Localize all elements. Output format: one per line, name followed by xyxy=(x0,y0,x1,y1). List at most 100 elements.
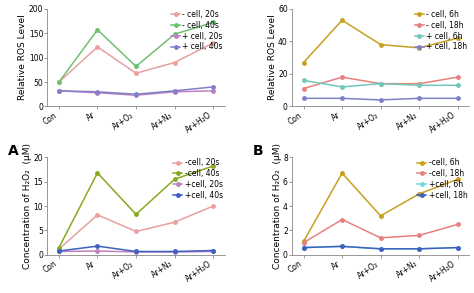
+cell, 18h xyxy=(378,247,383,251)
+ cell, 18h xyxy=(339,97,345,100)
Line: - cell, 40s: - cell, 40s xyxy=(57,21,215,84)
+ cell, 6h xyxy=(301,79,306,82)
-cell, 40s xyxy=(210,164,216,168)
- cell, 40s xyxy=(133,65,139,68)
Legend: -cell, 6h, -cell, 18h, +cell, 6h, +cell, 18h: -cell, 6h, -cell, 18h, +cell, 6h, +cell,… xyxy=(417,158,467,200)
-cell, 40s xyxy=(172,178,177,181)
Y-axis label: Relative ROS Level: Relative ROS Level xyxy=(268,15,277,100)
- cell, 20s xyxy=(133,71,139,75)
+ cell, 6h xyxy=(416,84,422,87)
+cell, 40s xyxy=(172,250,177,253)
Line: -cell, 40s: -cell, 40s xyxy=(57,164,215,249)
+ cell, 6h xyxy=(455,84,461,87)
-cell, 40s xyxy=(56,246,62,249)
-cell, 18h xyxy=(416,234,422,237)
-cell, 40s xyxy=(133,213,139,216)
- cell, 18h xyxy=(378,82,383,86)
Line: +cell, 20s: +cell, 20s xyxy=(57,249,215,254)
Text: C: C xyxy=(9,292,18,293)
+cell, 18h xyxy=(416,247,422,251)
- cell, 20s xyxy=(56,80,62,84)
-cell, 20s xyxy=(95,213,100,217)
- cell, 6h xyxy=(301,61,306,64)
+ cell, 18h xyxy=(301,97,306,100)
-cell, 20s xyxy=(133,230,139,233)
-cell, 6h xyxy=(301,240,306,243)
+cell, 6h xyxy=(301,246,306,249)
+ cell, 20s xyxy=(133,93,139,97)
+ cell, 40s xyxy=(210,85,216,89)
- cell, 18h xyxy=(301,87,306,90)
+cell, 6h xyxy=(416,247,422,251)
Legend: - cell, 20s, - cell, 40s, + cell, 20s, + cell, 40s: - cell, 20s, - cell, 40s, + cell, 20s, +… xyxy=(171,10,223,52)
+cell, 6h xyxy=(378,247,383,251)
+cell, 20s xyxy=(133,250,139,254)
+cell, 18h xyxy=(339,245,345,248)
+ cell, 40s xyxy=(56,89,62,93)
Line: + cell, 6h: + cell, 6h xyxy=(302,79,459,89)
-cell, 6h xyxy=(378,214,383,218)
-cell, 18h xyxy=(339,218,345,221)
Text: B: B xyxy=(253,144,264,158)
+cell, 6h xyxy=(339,245,345,248)
Line: +cell, 18h: +cell, 18h xyxy=(302,245,459,251)
-cell, 20s xyxy=(172,220,177,224)
Line: +cell, 40s: +cell, 40s xyxy=(57,244,215,253)
- cell, 20s xyxy=(95,45,100,49)
+ cell, 20s xyxy=(56,89,62,93)
- cell, 40s xyxy=(210,21,216,24)
+cell, 40s xyxy=(56,249,62,253)
-cell, 6h xyxy=(455,178,461,181)
Line: - cell, 6h: - cell, 6h xyxy=(302,18,459,64)
- cell, 40s xyxy=(172,33,177,36)
+ cell, 40s xyxy=(95,90,100,93)
-cell, 40s xyxy=(95,171,100,175)
Legend: - cell, 6h, - cell, 18h, + cell, 6h, + cell, 18h: - cell, 6h, - cell, 18h, + cell, 6h, + c… xyxy=(415,10,467,52)
+cell, 40s xyxy=(95,244,100,248)
+cell, 18h xyxy=(455,246,461,249)
Line: -cell, 6h: -cell, 6h xyxy=(302,171,459,243)
- cell, 20s xyxy=(172,61,177,64)
-cell, 18h xyxy=(301,241,306,244)
Legend: -cell, 20s, -cell, 40s, +cell, 20s, +cell, 40s: -cell, 20s, -cell, 40s, +cell, 20s, +cel… xyxy=(173,158,223,200)
- cell, 18h xyxy=(339,75,345,79)
+cell, 18h xyxy=(301,246,306,249)
Line: + cell, 20s: + cell, 20s xyxy=(57,89,215,97)
Y-axis label: Concentration of H₂O₂  (μM): Concentration of H₂O₂ (μM) xyxy=(273,143,282,269)
+ cell, 6h xyxy=(378,82,383,86)
- cell, 18h xyxy=(416,82,422,86)
-cell, 20s xyxy=(56,247,62,251)
Line: - cell, 20s: - cell, 20s xyxy=(57,41,215,84)
- cell, 40s xyxy=(56,80,62,84)
Line: + cell, 18h: + cell, 18h xyxy=(302,97,459,102)
+ cell, 18h xyxy=(416,97,422,100)
+cell, 20s xyxy=(210,250,216,253)
+cell, 6h xyxy=(455,246,461,249)
-cell, 20s xyxy=(210,204,216,208)
Line: -cell, 18h: -cell, 18h xyxy=(302,218,459,244)
- cell, 6h xyxy=(455,36,461,40)
- cell, 6h xyxy=(339,18,345,22)
+ cell, 40s xyxy=(172,89,177,93)
Y-axis label: Relative ROS Level: Relative ROS Level xyxy=(18,15,27,100)
Line: +cell, 6h: +cell, 6h xyxy=(302,245,459,251)
+ cell, 18h xyxy=(455,97,461,100)
Line: - cell, 18h: - cell, 18h xyxy=(302,75,459,90)
-cell, 6h xyxy=(416,192,422,196)
Y-axis label: Concentration of H₂O₂  (μM): Concentration of H₂O₂ (μM) xyxy=(23,143,32,269)
Text: D: D xyxy=(253,292,264,293)
Line: -cell, 20s: -cell, 20s xyxy=(57,204,215,251)
+cell, 40s xyxy=(133,250,139,253)
+ cell, 40s xyxy=(133,93,139,96)
Line: + cell, 40s: + cell, 40s xyxy=(57,85,215,96)
+ cell, 20s xyxy=(210,89,216,93)
+cell, 40s xyxy=(210,249,216,252)
+cell, 20s xyxy=(95,249,100,253)
- cell, 6h xyxy=(416,46,422,50)
- cell, 6h xyxy=(378,43,383,46)
+ cell, 6h xyxy=(339,85,345,89)
+cell, 20s xyxy=(172,250,177,254)
- cell, 20s xyxy=(210,41,216,45)
Text: A: A xyxy=(9,144,19,158)
+cell, 20s xyxy=(56,250,62,253)
